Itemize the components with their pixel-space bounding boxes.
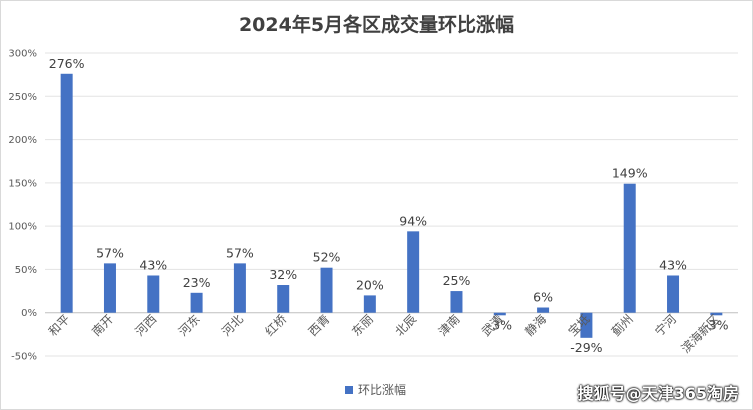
x-category-label: 西青 — [306, 312, 333, 339]
x-category-label: 津南 — [435, 311, 463, 339]
bar — [493, 312, 506, 316]
x-category-label: 蓟州 — [609, 312, 636, 339]
bar — [147, 275, 160, 313]
x-category-label: 东丽 — [349, 312, 376, 339]
data-label: 94% — [399, 213, 427, 228]
bar — [623, 183, 636, 313]
data-label: 32% — [269, 267, 297, 282]
x-category-label: 武清 — [479, 312, 506, 339]
data-label: -3% — [488, 317, 512, 332]
data-label: 43% — [659, 257, 687, 272]
x-category-label: 河北 — [219, 312, 246, 339]
bar — [320, 267, 333, 313]
data-label: 276% — [49, 56, 85, 71]
x-category-label: 和平 — [46, 312, 73, 339]
data-label: -29% — [570, 340, 602, 355]
x-category-label: 南开 — [89, 311, 117, 339]
bar — [710, 312, 723, 316]
bar — [450, 291, 463, 313]
legend-label: 环比涨幅 — [358, 383, 407, 397]
data-label: 43% — [139, 257, 167, 272]
data-label: 57% — [96, 245, 124, 260]
y-tick-label: 50% — [15, 265, 37, 276]
y-tick-label: -50% — [11, 352, 37, 363]
x-category-label: 宁河 — [652, 311, 680, 339]
data-label: 20% — [356, 277, 384, 292]
x-category-label: 静海 — [522, 311, 550, 339]
y-tick-label: 150% — [8, 178, 37, 189]
x-category-label: 河东 — [176, 312, 203, 339]
y-tick-label: 100% — [8, 222, 37, 233]
bar — [580, 312, 593, 338]
legend-swatch — [345, 385, 353, 394]
bar — [363, 295, 376, 313]
bar — [60, 73, 73, 313]
legend: 环比涨幅 — [345, 381, 406, 398]
y-tick-label: 200% — [8, 135, 37, 146]
bar — [190, 292, 203, 313]
x-category-label: 河西 — [133, 312, 160, 339]
data-label: 149% — [612, 166, 648, 181]
y-tick-label: 300% — [8, 49, 37, 60]
x-category-label: 北辰 — [392, 312, 419, 339]
data-label: 25% — [443, 273, 471, 288]
data-label: 6% — [533, 290, 553, 305]
y-tick-label: 250% — [8, 92, 37, 103]
chart-title: 2024年5月各区成交量环比涨幅 — [238, 14, 515, 36]
x-category-label: 滨海新区 — [678, 311, 723, 356]
bar — [537, 307, 550, 313]
data-label: 57% — [226, 245, 254, 260]
x-category-label: 红桥 — [262, 311, 290, 339]
watermark: 搜狐号@天津365淘房 — [577, 384, 739, 403]
data-label: -3% — [704, 317, 728, 332]
bar — [233, 263, 246, 313]
bar — [103, 263, 116, 313]
bar — [277, 285, 290, 313]
data-label: 52% — [313, 250, 341, 265]
data-label: 23% — [183, 275, 211, 290]
y-tick-label: 0% — [21, 308, 37, 319]
bar — [407, 231, 420, 313]
bar — [667, 275, 680, 313]
